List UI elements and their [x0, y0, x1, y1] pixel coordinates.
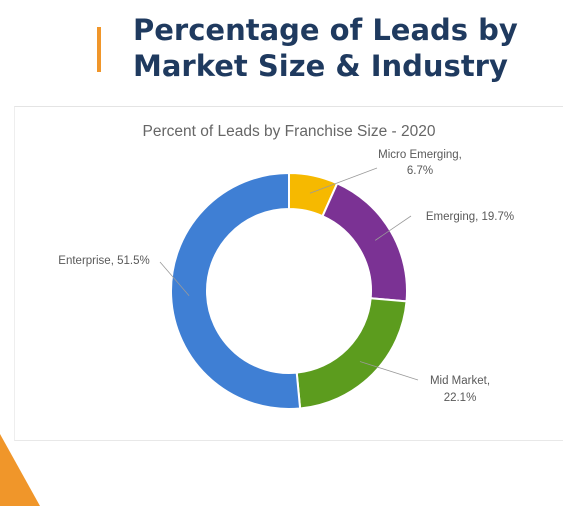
leader-line-micro-emerging	[309, 167, 378, 194]
data-label-micro-emerging-name: Micro Emerging,	[378, 149, 462, 161]
chart-title: Percent of Leads by Franchise Size - 202…	[143, 123, 436, 140]
donut-slice-mid-market	[295, 297, 408, 410]
decorative-corner-triangle	[0, 434, 40, 506]
data-label-emerging: Emerging, 19.7%	[426, 211, 514, 223]
leader-line-enterprise	[159, 261, 190, 296]
leader-line-mid-market	[359, 361, 419, 381]
leader-line-emerging	[375, 215, 412, 241]
title-accent-bar	[97, 27, 101, 72]
data-label-mid-market-value: 22.1%	[444, 392, 477, 404]
data-label-mid-market-name: Mid Market,	[430, 375, 490, 387]
donut-slice-emerging	[321, 181, 408, 303]
slide-title-line-1: Percentage of Leads by	[133, 13, 518, 47]
donut-slice-enterprise	[170, 171, 302, 410]
slide-title-line-2: Market Size & Industry	[133, 49, 508, 83]
data-label-micro-emerging-value: 6.7%	[407, 165, 433, 177]
slide-title: Percentage of Leads by Market Size & Ind…	[133, 12, 553, 84]
data-label-enterprise: Enterprise, 51.5%	[58, 255, 149, 267]
